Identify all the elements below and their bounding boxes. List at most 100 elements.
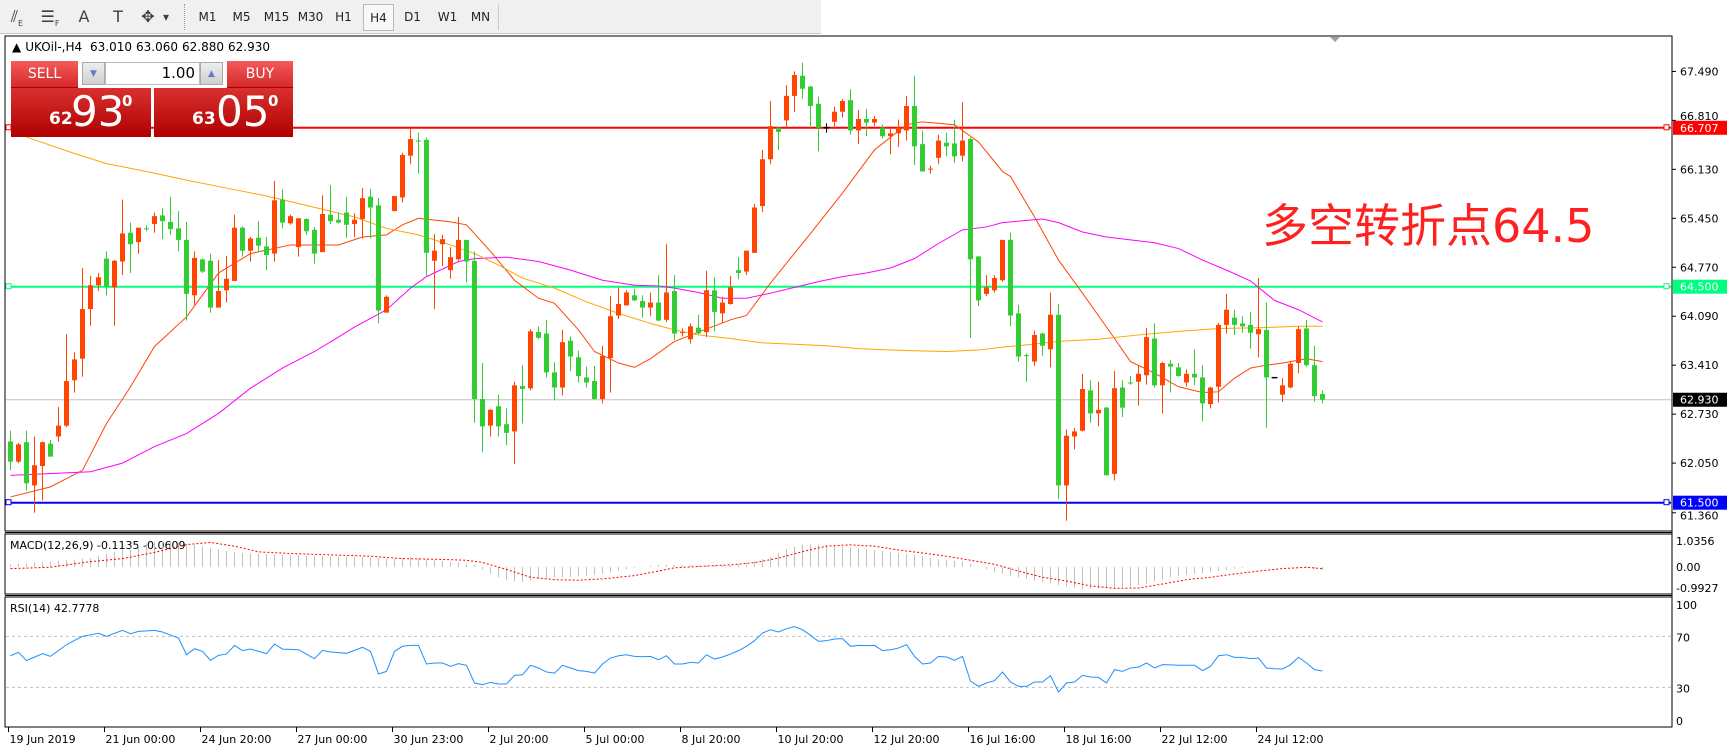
level-handle-right (1663, 283, 1670, 290)
candle-body (856, 118, 861, 131)
candle-body (1208, 387, 1213, 405)
price-label-box-66.707 (1673, 120, 1727, 135)
timeframe-m5[interactable]: M5 (232, 10, 251, 24)
candle-body (480, 399, 485, 427)
candle (112, 260, 117, 326)
sell-button[interactable]: SELL (11, 61, 78, 88)
candle-body (712, 290, 717, 312)
candle-body (368, 196, 373, 208)
macd-label: MACD(12,26,9) -0.1135 -0.0609 (10, 539, 185, 552)
candle-body (832, 111, 837, 122)
candle (560, 329, 565, 396)
chart-text-annotation[interactable]: 多空转折点64.5 (1262, 199, 1595, 253)
candle (784, 85, 789, 128)
collapse-triangle-icon[interactable]: ▲ (12, 40, 22, 54)
candle-body (528, 331, 533, 389)
text-icon[interactable]: A (78, 7, 90, 26)
candle-body (888, 133, 893, 137)
candle (424, 137, 429, 277)
timeframe-m30[interactable]: M30 (297, 10, 324, 24)
toolbar-separator (184, 4, 186, 30)
candle-body (784, 95, 789, 121)
timeframe-h4[interactable]: H4 (363, 4, 394, 31)
arrows-dropdown-icon[interactable]: ▾ (162, 10, 170, 24)
time-label: 30 Jun 23:00 (394, 733, 464, 746)
candle (432, 234, 437, 310)
candle (48, 440, 53, 457)
candle (400, 152, 405, 203)
candle (176, 211, 181, 252)
candle-body (1024, 355, 1029, 357)
candle-body (1152, 338, 1157, 386)
fibonacci-fan-icon[interactable]: ☰F (40, 7, 60, 29)
candle (688, 323, 693, 344)
timeframe-mn[interactable]: MN (470, 10, 491, 24)
timeframe-m1[interactable]: M1 (198, 10, 217, 24)
candle-body (912, 105, 917, 147)
candle-body (192, 257, 197, 296)
timeframe-h1[interactable]: H1 (335, 10, 352, 24)
candle (264, 237, 269, 271)
candle-body (992, 278, 997, 291)
lot-decrease-button[interactable]: ▼ (82, 62, 105, 85)
candle-body (144, 228, 149, 230)
lot-increase-button[interactable]: ▲ (200, 62, 223, 85)
sell-price-button[interactable]: 62 93 0 (11, 88, 151, 137)
candle (600, 345, 605, 404)
candle (968, 137, 973, 338)
candle-body (104, 258, 109, 287)
candle-body (1136, 373, 1141, 382)
candle-body (32, 465, 37, 486)
candle (72, 352, 77, 393)
timeframe-w1[interactable]: W1 (437, 10, 458, 24)
candle-body (952, 143, 957, 157)
macd-axis-label: -0.9927 (1676, 582, 1718, 595)
candle-body (136, 227, 141, 243)
rsi-label: RSI(14) 42.7778 (10, 602, 99, 615)
candle (728, 275, 733, 305)
candle (608, 296, 613, 393)
lot-size-input[interactable]: 1.00 (105, 62, 200, 85)
candle-body (392, 195, 397, 212)
arrows-icon[interactable]: ✥ (141, 7, 155, 26)
candle (944, 132, 949, 157)
candle (1240, 316, 1245, 333)
candle-body (1072, 431, 1077, 437)
fibonacci-expansion-icon[interactable]: ⫽E (10, 7, 24, 29)
candle (1144, 327, 1149, 385)
candle (224, 255, 229, 303)
candle (360, 188, 365, 239)
candle (376, 198, 381, 324)
price-label-66.707: 66.707 (1680, 122, 1719, 135)
buy-button[interactable]: BUY (227, 61, 293, 88)
candle (136, 227, 141, 254)
buy-price-button[interactable]: 63 05 0 (154, 88, 293, 137)
candle-body (16, 444, 21, 462)
level-handle-right (1663, 499, 1670, 506)
candle-body (400, 154, 405, 198)
candle-body (152, 216, 157, 225)
time-label: 5 Jul 00:00 (586, 733, 645, 746)
candle-body (816, 103, 821, 128)
timeframe-m15[interactable]: M15 (263, 10, 290, 24)
text-label-icon[interactable]: T (113, 7, 123, 26)
candle (504, 408, 509, 446)
candle (528, 329, 533, 391)
candle-body (328, 214, 333, 222)
candle (472, 251, 477, 423)
candle-body (256, 237, 261, 246)
candle-body (1200, 377, 1205, 404)
timeframe-d1[interactable]: D1 (404, 10, 421, 24)
macd-axis-label: 1.0356 (1676, 535, 1715, 548)
candle-body (1304, 328, 1309, 366)
candle (656, 275, 661, 322)
candle (448, 247, 453, 279)
candle-body (280, 199, 285, 223)
candle-body (1000, 239, 1005, 281)
candle-body (216, 291, 221, 308)
time-label: 10 Jul 20:00 (778, 733, 844, 746)
candle (1040, 332, 1045, 356)
candle (1176, 363, 1181, 377)
candle (320, 195, 325, 253)
